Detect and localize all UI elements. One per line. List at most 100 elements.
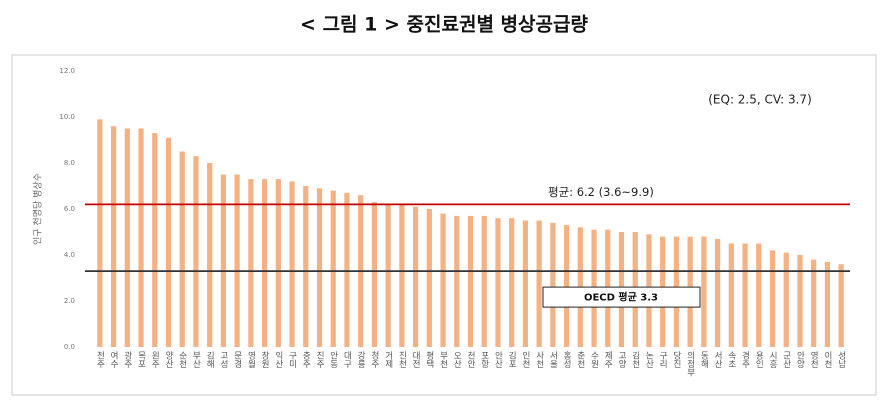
x-tick-label: 영월 bbox=[246, 350, 256, 368]
x-tick-label: 오산 bbox=[452, 351, 462, 368]
x-tick-label: 고성 bbox=[218, 351, 228, 368]
x-tick-label: 논산 bbox=[644, 351, 654, 368]
bar bbox=[563, 225, 570, 347]
x-tick-label: 거제 bbox=[383, 351, 393, 369]
y-tick-label: 8.0 bbox=[64, 159, 75, 167]
chart-title: < 그림 1 > 중진료권별 병상공급량 bbox=[300, 14, 588, 36]
x-tick-label: 구리 bbox=[658, 351, 668, 369]
bar bbox=[728, 243, 734, 347]
x-tick-label: 안양 bbox=[795, 350, 805, 368]
x-tick-label: 사천 bbox=[534, 351, 544, 368]
bar bbox=[399, 204, 405, 347]
x-tick-label: 평택 bbox=[424, 350, 434, 369]
x-tick-label: 구미 bbox=[287, 351, 297, 369]
bar bbox=[742, 243, 748, 347]
x-tick-label: 문경 bbox=[232, 351, 242, 368]
x-tick-label: 인천 bbox=[520, 350, 530, 368]
x-tick-label: 순천 bbox=[177, 351, 187, 368]
bar bbox=[207, 163, 213, 347]
x-tick-label: 창원 bbox=[260, 351, 270, 368]
y-tick-label: 2.0 bbox=[64, 297, 75, 305]
bar bbox=[289, 181, 295, 347]
bar bbox=[248, 179, 254, 347]
x-tick-label: 성남 bbox=[836, 351, 846, 368]
x-tick-label: 이천 bbox=[822, 350, 832, 368]
x-tick-label: 천안 bbox=[466, 350, 476, 368]
bar bbox=[426, 209, 432, 347]
bar bbox=[330, 190, 336, 347]
x-tick-label: 대전 bbox=[411, 351, 421, 368]
x-tick-label: 동해 bbox=[699, 351, 709, 369]
x-tick-label: 진주 bbox=[315, 350, 325, 369]
bar bbox=[179, 151, 185, 347]
x-tick-label: 김포 bbox=[507, 350, 517, 368]
bar bbox=[110, 126, 117, 347]
x-tick-label: 수원 bbox=[589, 351, 599, 368]
x-tick-label: 충주 bbox=[301, 351, 311, 369]
bar bbox=[550, 222, 556, 347]
bar bbox=[316, 188, 323, 347]
bar bbox=[261, 179, 268, 347]
bar bbox=[440, 213, 446, 347]
frame bbox=[11, 54, 877, 396]
bar bbox=[138, 128, 144, 347]
x-tick-label: 대구 bbox=[342, 351, 352, 369]
bar bbox=[701, 236, 707, 347]
bar bbox=[783, 252, 789, 347]
x-tick-label: 당진 bbox=[671, 350, 681, 368]
x-tick-label: 경주 bbox=[740, 350, 750, 369]
x-tick-label: 홍성 bbox=[562, 350, 572, 368]
annotation: (EQ: 2.5, CV: 3.7) bbox=[708, 93, 812, 107]
bar bbox=[481, 215, 487, 347]
bar bbox=[811, 259, 817, 347]
x-tick-label: 안산 bbox=[493, 350, 503, 368]
y-tick-label: 4.0 bbox=[64, 251, 75, 259]
bar bbox=[522, 220, 529, 347]
bar bbox=[344, 192, 350, 347]
bar bbox=[536, 220, 542, 347]
x-tick-label: 고양 bbox=[617, 351, 627, 368]
x-tick-label: 청주 bbox=[369, 351, 379, 369]
x-tick-label: 광주 bbox=[122, 350, 132, 369]
x-tick-label: 영천 bbox=[809, 350, 819, 368]
bar bbox=[97, 119, 103, 347]
bar bbox=[797, 255, 803, 347]
x-tick-label: 양산 bbox=[164, 350, 174, 368]
bar bbox=[838, 264, 844, 347]
x-tick-label: 김해 bbox=[205, 350, 215, 369]
bar bbox=[454, 215, 460, 347]
bar bbox=[467, 215, 474, 347]
x-tick-label: 익산 bbox=[273, 350, 283, 368]
x-tick-label: 포항 bbox=[479, 351, 489, 368]
bar bbox=[714, 238, 721, 347]
x-tick-label: 강릉 bbox=[356, 350, 366, 368]
x-tick-label: 의정부 bbox=[685, 350, 695, 377]
x-tick-label: 속초 bbox=[726, 351, 736, 368]
bar bbox=[385, 204, 391, 347]
x-tick-label: 춘천 bbox=[575, 351, 585, 368]
reference-label: 평균: 6.2 (3.6~9.9) bbox=[548, 185, 654, 199]
y-tick-label: 10.0 bbox=[59, 113, 75, 121]
bar bbox=[220, 174, 227, 347]
bar bbox=[509, 218, 515, 347]
y-tick-label: 6.0 bbox=[64, 205, 75, 213]
x-tick-label: 제주 bbox=[603, 351, 613, 369]
y-tick-label: 0.0 bbox=[64, 343, 75, 351]
x-tick-label: 전주 bbox=[95, 350, 105, 369]
x-tick-label: 군산 bbox=[781, 351, 791, 368]
bar bbox=[152, 133, 158, 347]
x-tick-label: 부천 bbox=[438, 351, 448, 368]
y-tick-label: 12.0 bbox=[59, 67, 75, 75]
x-tick-label: 목포 bbox=[136, 351, 146, 368]
bar bbox=[275, 179, 281, 347]
bar bbox=[412, 206, 419, 347]
x-tick-label: 용인 bbox=[754, 351, 764, 368]
x-tick-label: 부산 bbox=[191, 351, 201, 368]
x-tick-label: 진천 bbox=[397, 350, 407, 368]
x-tick-label: 서산 bbox=[713, 351, 723, 368]
bar bbox=[756, 243, 762, 347]
x-tick-label: 김천 bbox=[630, 350, 640, 368]
bar bbox=[165, 137, 172, 347]
bar bbox=[769, 250, 776, 347]
